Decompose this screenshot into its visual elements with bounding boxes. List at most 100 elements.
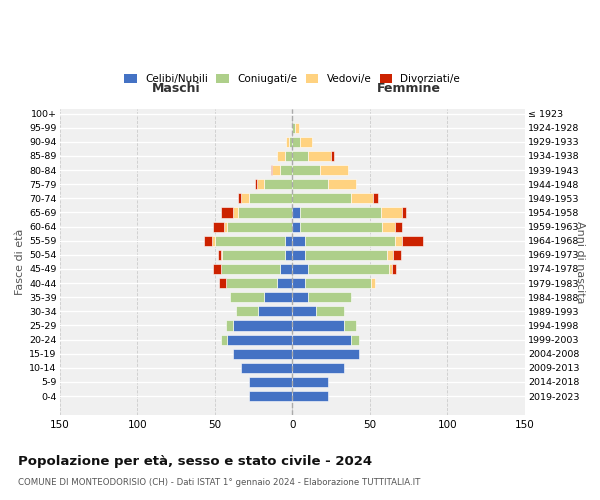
Bar — [257, 179, 265, 190]
Bar — [351, 194, 373, 203]
Bar — [227, 334, 292, 344]
Bar — [292, 179, 328, 190]
Bar — [392, 264, 396, 274]
Bar — [395, 222, 403, 232]
Y-axis label: Fasce di età: Fasce di età — [15, 228, 25, 295]
Bar — [221, 264, 280, 274]
Text: COMUNE DI MONTEODORISIO (CH) - Dati ISTAT 1° gennaio 2024 - Elaborazione TUTTITA: COMUNE DI MONTEODORISIO (CH) - Dati ISTA… — [18, 478, 421, 487]
Bar — [272, 165, 280, 175]
Bar — [277, 278, 292, 288]
Bar — [204, 236, 212, 246]
Bar — [255, 179, 257, 190]
Bar — [224, 222, 227, 232]
Bar — [230, 292, 265, 302]
Bar — [215, 236, 284, 246]
Bar — [331, 151, 334, 161]
Bar — [292, 391, 328, 401]
Text: Maschi: Maschi — [152, 82, 200, 95]
Bar — [393, 250, 401, 260]
Bar — [221, 250, 223, 260]
Bar — [381, 208, 403, 218]
Bar — [241, 194, 249, 203]
Bar — [292, 334, 351, 344]
Bar — [292, 320, 344, 330]
Bar — [403, 208, 406, 218]
Text: Femmine: Femmine — [377, 82, 440, 95]
Bar — [286, 136, 289, 147]
Bar — [292, 348, 359, 359]
Bar — [308, 151, 331, 161]
Y-axis label: Anni di nascita: Anni di nascita — [575, 220, 585, 303]
Bar — [284, 250, 292, 260]
Bar — [249, 377, 292, 387]
Bar — [221, 208, 233, 218]
Bar — [305, 278, 371, 288]
Bar — [258, 306, 292, 316]
Bar — [238, 208, 292, 218]
Bar — [213, 264, 221, 274]
Bar — [221, 334, 227, 344]
Bar — [316, 306, 344, 316]
Bar — [292, 377, 328, 387]
Bar — [308, 264, 389, 274]
Bar — [305, 236, 395, 246]
Bar — [382, 222, 395, 232]
Bar — [292, 122, 295, 133]
Bar — [292, 264, 308, 274]
Bar — [213, 222, 224, 232]
Bar — [238, 194, 241, 203]
Bar — [284, 236, 292, 246]
Text: Popolazione per età, sesso e stato civile - 2024: Popolazione per età, sesso e stato civil… — [18, 455, 372, 468]
Bar — [280, 165, 292, 175]
Bar — [226, 278, 277, 288]
Bar — [220, 278, 226, 288]
Bar — [308, 292, 351, 302]
Bar — [395, 236, 403, 246]
Bar — [328, 179, 356, 190]
Bar — [292, 222, 300, 232]
Bar — [277, 151, 284, 161]
Bar — [292, 363, 344, 373]
Bar — [292, 292, 308, 302]
Bar — [320, 165, 348, 175]
Bar — [212, 236, 215, 246]
Bar — [295, 122, 299, 133]
Bar — [236, 306, 258, 316]
Bar — [300, 208, 381, 218]
Bar — [371, 278, 374, 288]
Bar — [292, 236, 305, 246]
Bar — [300, 222, 382, 232]
Bar — [233, 320, 292, 330]
Bar — [344, 320, 356, 330]
Bar — [280, 264, 292, 274]
Bar — [292, 165, 320, 175]
Bar — [292, 250, 305, 260]
Bar — [292, 194, 351, 203]
Bar — [226, 320, 233, 330]
Bar — [373, 194, 377, 203]
Bar — [249, 194, 292, 203]
Bar — [292, 306, 316, 316]
Bar — [265, 179, 292, 190]
Bar — [289, 136, 292, 147]
Bar — [292, 136, 300, 147]
Bar — [271, 165, 272, 175]
Bar — [305, 250, 387, 260]
Bar — [241, 363, 292, 373]
Bar — [233, 208, 238, 218]
Bar — [265, 292, 292, 302]
Bar — [300, 136, 313, 147]
Bar — [223, 250, 284, 260]
Bar — [233, 348, 292, 359]
Bar — [284, 151, 292, 161]
Bar — [292, 278, 305, 288]
Bar — [227, 222, 292, 232]
Legend: Celibi/Nubili, Coniugati/e, Vedovi/e, Divorziati/e: Celibi/Nubili, Coniugati/e, Vedovi/e, Di… — [121, 71, 463, 88]
Bar — [292, 151, 308, 161]
Bar — [249, 391, 292, 401]
Bar — [292, 208, 300, 218]
Bar — [387, 250, 393, 260]
Bar — [403, 236, 422, 246]
Bar — [389, 264, 392, 274]
Bar — [351, 334, 359, 344]
